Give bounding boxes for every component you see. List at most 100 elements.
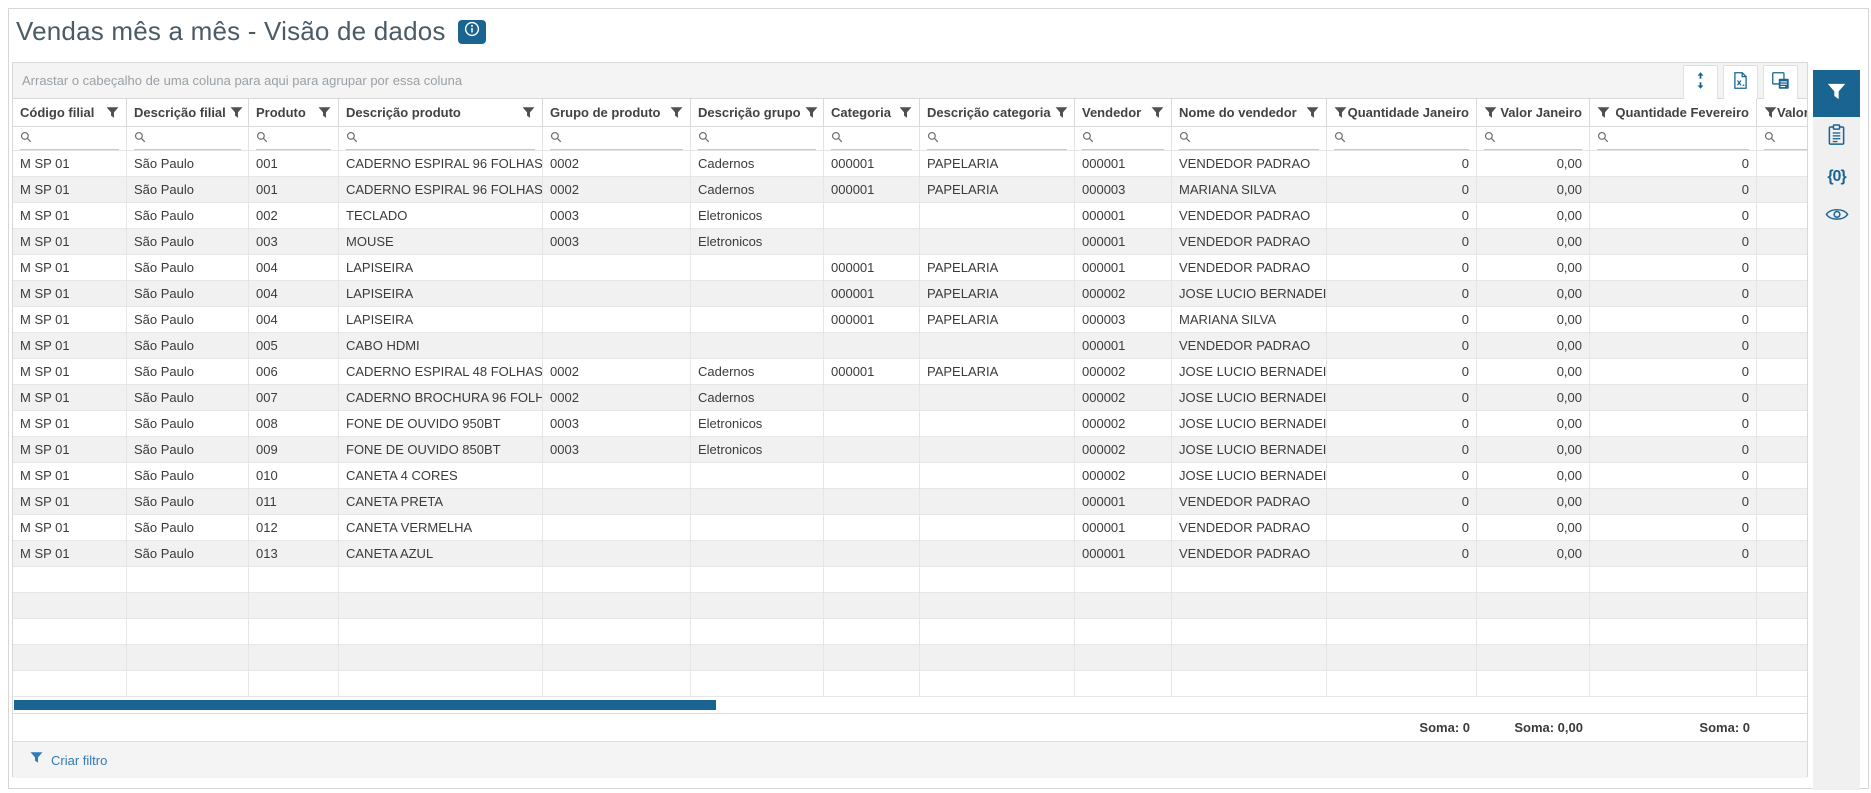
cell[interactable]: São Paulo [127, 281, 249, 307]
cell[interactable]: M SP 01 [13, 411, 127, 437]
cell[interactable] [1757, 281, 1807, 307]
cell[interactable] [1757, 359, 1807, 385]
cell[interactable] [920, 463, 1075, 489]
cell[interactable]: 0002 [543, 359, 691, 385]
cell[interactable]: 0 [1590, 385, 1757, 411]
cell[interactable]: São Paulo [127, 151, 249, 177]
cell[interactable] [543, 541, 691, 567]
cell[interactable]: 000001 [824, 359, 920, 385]
cell[interactable]: 0 [1590, 177, 1757, 203]
cell[interactable]: VENDEDOR PADRAO [1172, 203, 1327, 229]
cell[interactable]: VENDEDOR PADRAO [1172, 151, 1327, 177]
filter-cell-codigo-filial[interactable] [13, 127, 127, 151]
cell[interactable]: PAPELARIA [920, 151, 1075, 177]
cell[interactable]: M SP 01 [13, 203, 127, 229]
cell[interactable]: 0 [1327, 281, 1477, 307]
header-filter-icon[interactable] [1484, 106, 1497, 119]
header-filter-icon[interactable] [522, 106, 535, 119]
cell[interactable]: 0003 [543, 437, 691, 463]
cell[interactable]: M SP 01 [13, 229, 127, 255]
cell[interactable]: 0 [1327, 177, 1477, 203]
cell[interactable]: PAPELARIA [920, 359, 1075, 385]
cell[interactable] [1757, 229, 1807, 255]
cell[interactable]: 013 [249, 541, 339, 567]
cell[interactable]: CABO HDMI [339, 333, 543, 359]
cell[interactable]: 0 [1590, 333, 1757, 359]
cell[interactable]: VENDEDOR PADRAO [1172, 541, 1327, 567]
header-filter-icon[interactable] [805, 106, 818, 119]
cell[interactable] [824, 385, 920, 411]
sidebar-item-clipboard[interactable] [1813, 117, 1860, 157]
cell[interactable]: São Paulo [127, 229, 249, 255]
cell[interactable]: 0 [1327, 203, 1477, 229]
cell[interactable] [1757, 463, 1807, 489]
filter-cell-descricao-produto[interactable] [339, 127, 543, 151]
cell[interactable] [691, 541, 824, 567]
filter-cell-quantidade-fevereiro[interactable] [1590, 127, 1757, 151]
cell[interactable]: M SP 01 [13, 333, 127, 359]
cell[interactable]: MARIANA SILVA [1172, 307, 1327, 333]
cell[interactable] [543, 255, 691, 281]
column-header-nome-do-vendedor[interactable]: Nome do vendedor [1172, 99, 1327, 127]
cell[interactable] [920, 515, 1075, 541]
column-header-quantidade-janeiro[interactable]: Quantidade Janeiro [1327, 99, 1477, 127]
cell[interactable]: M SP 01 [13, 281, 127, 307]
cell[interactable] [691, 463, 824, 489]
cell[interactable] [691, 255, 824, 281]
column-header-produto[interactable]: Produto [249, 99, 339, 127]
cell[interactable]: 000002 [1075, 385, 1172, 411]
cell[interactable] [1757, 489, 1807, 515]
cell[interactable]: 0 [1590, 541, 1757, 567]
cell[interactable]: 0 [1327, 541, 1477, 567]
cell[interactable]: 0,00 [1477, 411, 1590, 437]
cell[interactable] [1757, 541, 1807, 567]
column-header-descricao-categoria[interactable]: Descrição categoria [920, 99, 1075, 127]
cell[interactable] [691, 307, 824, 333]
cell[interactable] [543, 515, 691, 541]
cell[interactable] [824, 203, 920, 229]
cell[interactable]: 0,00 [1477, 333, 1590, 359]
cell[interactable]: PAPELARIA [920, 281, 1075, 307]
column-header-codigo-filial[interactable]: Código filial [13, 99, 127, 127]
cell[interactable]: 0,00 [1477, 255, 1590, 281]
cell[interactable]: JOSE LUCIO BERNADEI [1172, 385, 1327, 411]
filter-cell-valor-fevereiro[interactable] [1757, 127, 1807, 151]
sidebar-item-filter[interactable] [1813, 70, 1860, 117]
cell[interactable]: 0002 [543, 177, 691, 203]
cell[interactable]: 000002 [1075, 359, 1172, 385]
column-header-valor-fevereiro[interactable]: Valor Fevereiro [1757, 99, 1807, 127]
cell[interactable]: M SP 01 [13, 489, 127, 515]
cell[interactable]: 0 [1590, 203, 1757, 229]
cell[interactable]: 002 [249, 203, 339, 229]
column-header-descricao-filial[interactable]: Descrição filial [127, 99, 249, 127]
cell[interactable]: VENDEDOR PADRAO [1172, 255, 1327, 281]
cell[interactable]: 0 [1590, 515, 1757, 541]
filter-cell-valor-janeiro[interactable] [1477, 127, 1590, 151]
header-filter-icon[interactable] [1055, 106, 1068, 119]
cell[interactable] [920, 411, 1075, 437]
cell[interactable]: M SP 01 [13, 151, 127, 177]
cell[interactable]: 007 [249, 385, 339, 411]
filter-cell-descricao-categoria[interactable] [920, 127, 1075, 151]
cell[interactable]: São Paulo [127, 385, 249, 411]
cell[interactable]: 004 [249, 307, 339, 333]
cell[interactable]: 0,00 [1477, 177, 1590, 203]
cell[interactable]: 0003 [543, 203, 691, 229]
cell[interactable]: São Paulo [127, 437, 249, 463]
cell[interactable]: VENDEDOR PADRAO [1172, 333, 1327, 359]
cell[interactable]: 0 [1590, 411, 1757, 437]
cell[interactable]: 0003 [543, 229, 691, 255]
cell[interactable]: 001 [249, 177, 339, 203]
cell[interactable]: 0,00 [1477, 307, 1590, 333]
header-filter-icon[interactable] [1306, 106, 1319, 119]
cell[interactable]: 000001 [1075, 151, 1172, 177]
filter-cell-descricao-grupo[interactable] [691, 127, 824, 151]
cell[interactable] [920, 437, 1075, 463]
cell[interactable]: 004 [249, 281, 339, 307]
header-filter-icon[interactable] [106, 106, 119, 119]
cell[interactable]: São Paulo [127, 307, 249, 333]
cell[interactable]: VENDEDOR PADRAO [1172, 489, 1327, 515]
cell[interactable]: M SP 01 [13, 307, 127, 333]
cell[interactable]: 0,00 [1477, 463, 1590, 489]
cell[interactable] [1757, 203, 1807, 229]
